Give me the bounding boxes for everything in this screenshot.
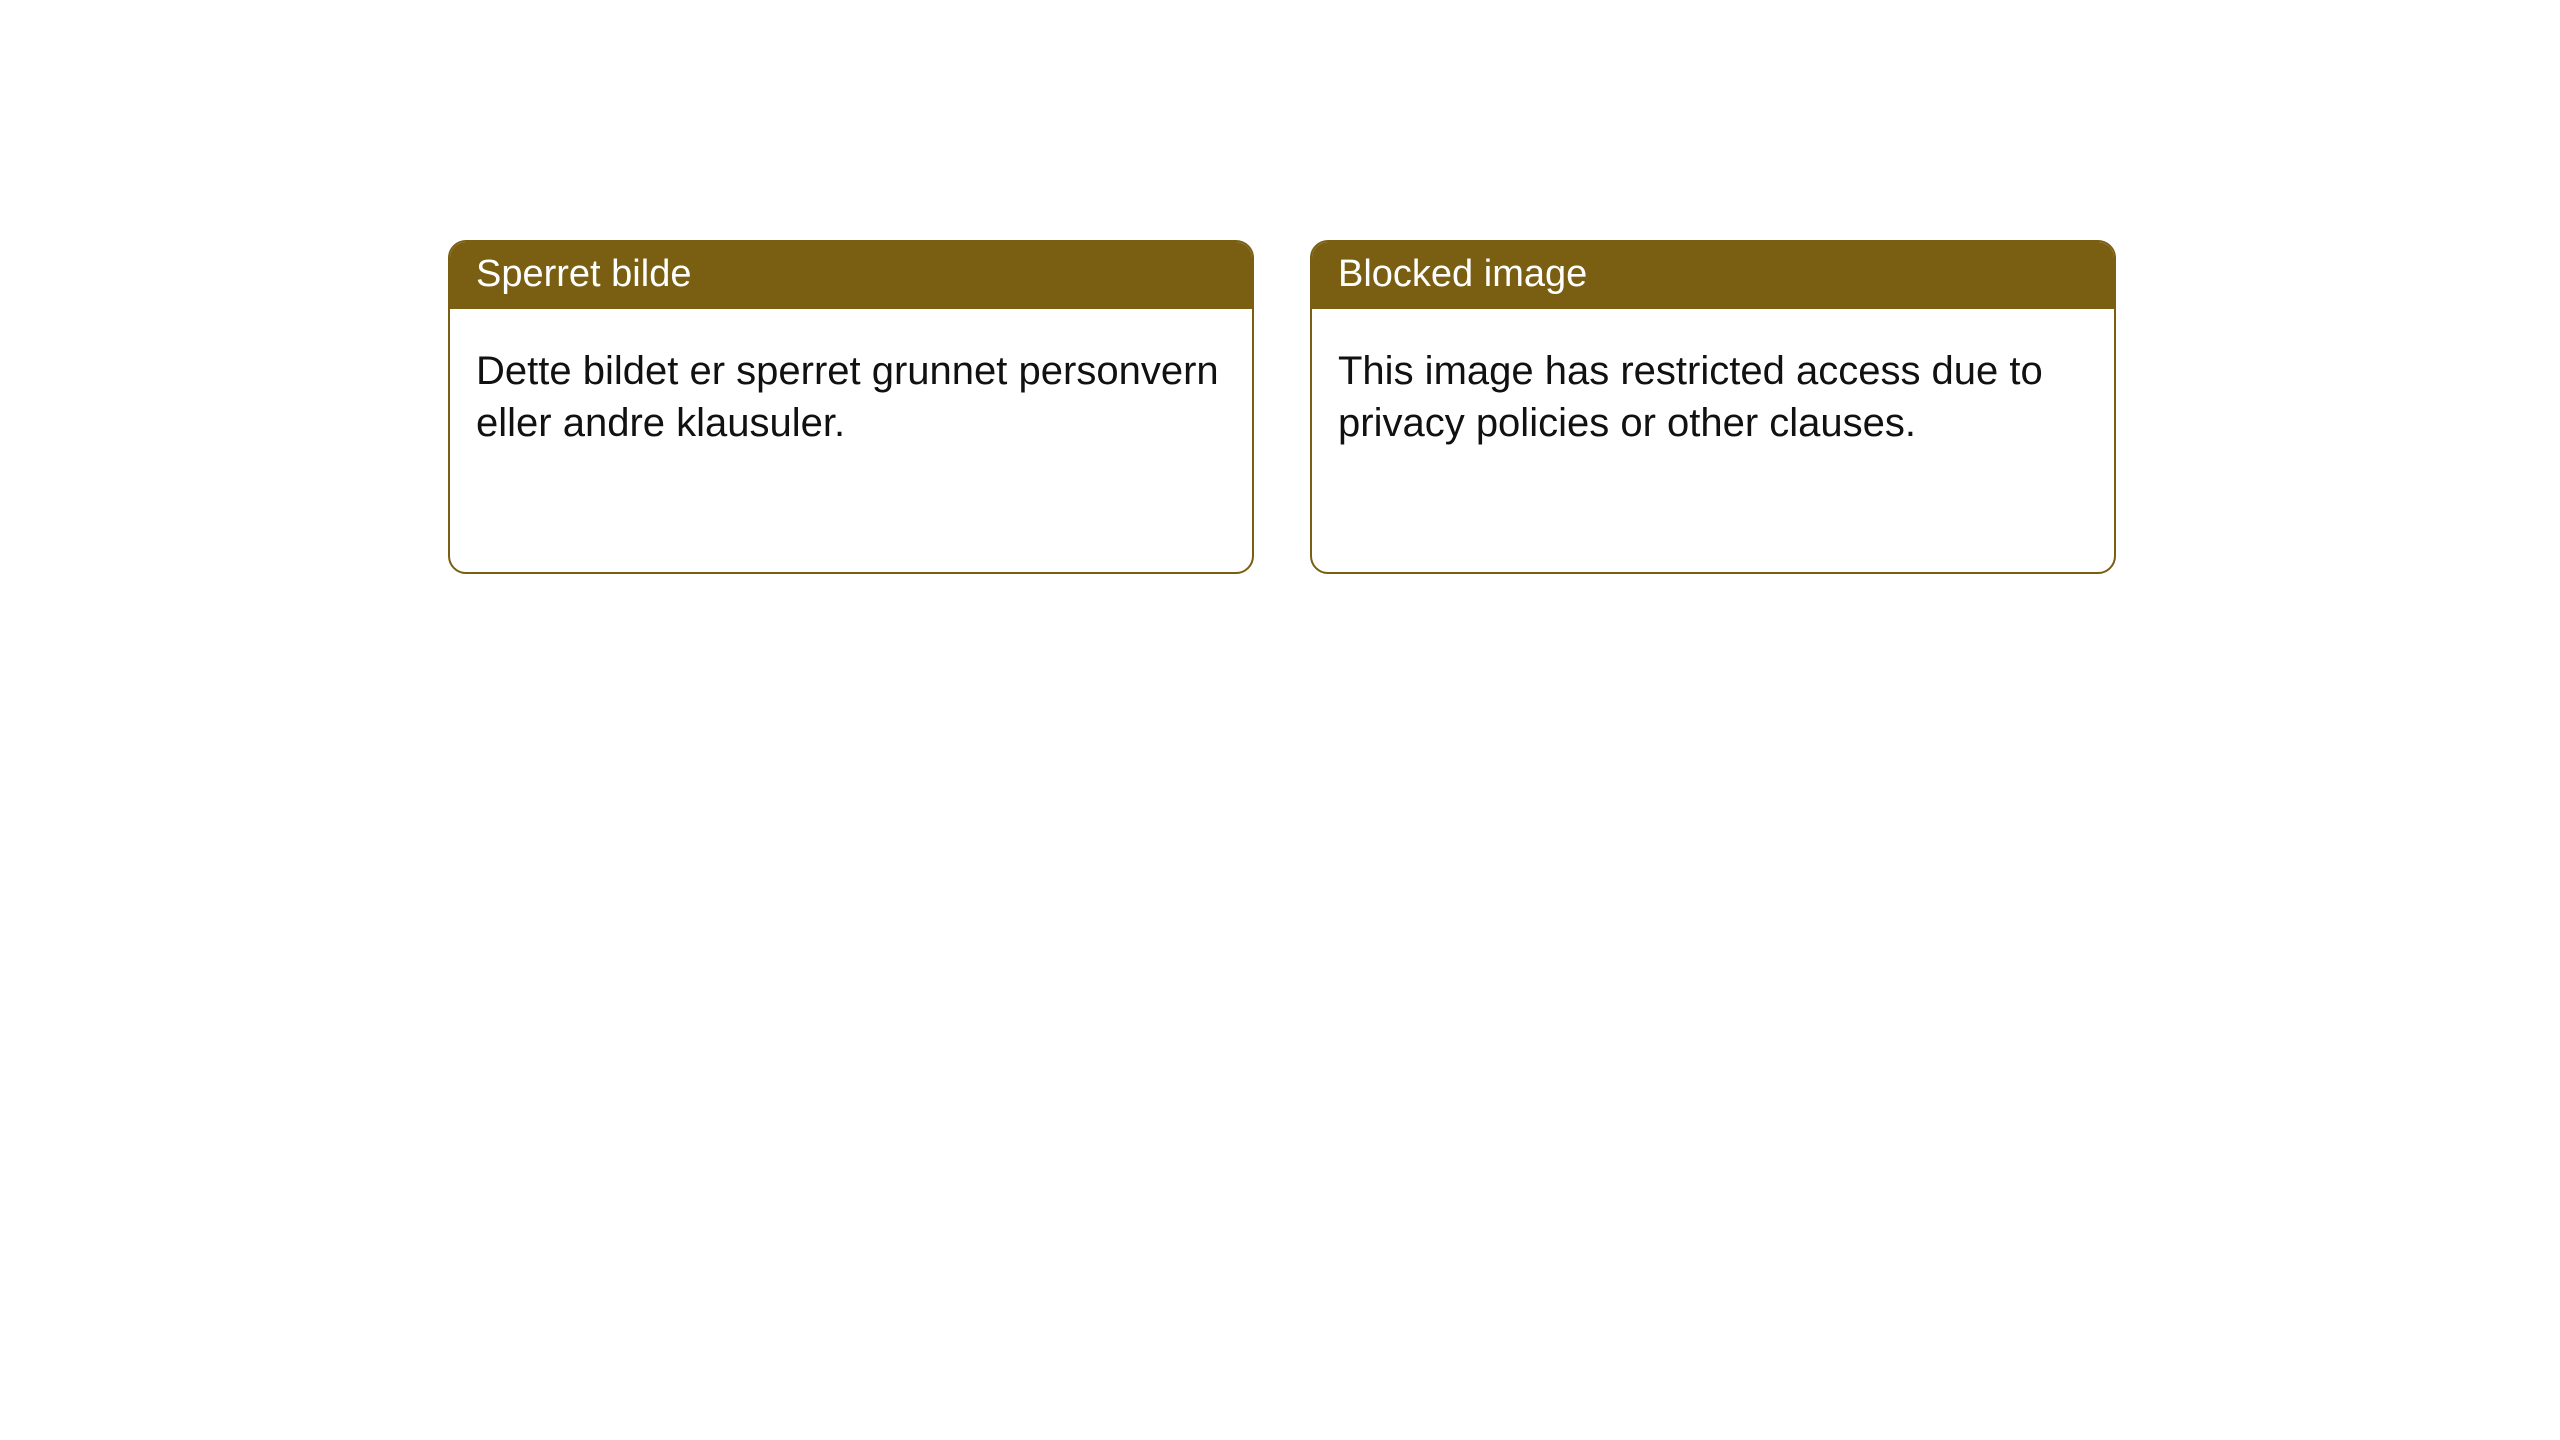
notice-container: Sperret bilde Dette bildet er sperret gr… [0, 0, 2560, 574]
notice-title: Blocked image [1312, 242, 2114, 309]
notice-body: Dette bildet er sperret grunnet personve… [450, 309, 1252, 475]
notice-body: This image has restricted access due to … [1312, 309, 2114, 475]
notice-card-norwegian: Sperret bilde Dette bildet er sperret gr… [448, 240, 1254, 574]
notice-card-english: Blocked image This image has restricted … [1310, 240, 2116, 574]
notice-title: Sperret bilde [450, 242, 1252, 309]
